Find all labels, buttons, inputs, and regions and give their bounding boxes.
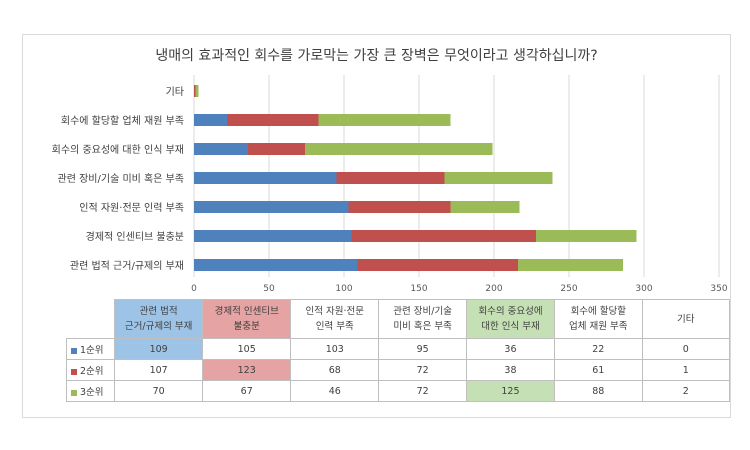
table-cell: 61 xyxy=(554,359,643,381)
table-header: 기타 xyxy=(641,299,731,339)
table-cell: 103 xyxy=(290,338,380,360)
table-cell: 68 xyxy=(290,359,380,381)
table-cell: 72 xyxy=(378,359,467,381)
chart-title: 냉매의 효과적인 회수를 가로막는 가장 큰 장벽은 무엇이라고 생각하십니까? xyxy=(155,48,598,64)
x-tick-label: 200 xyxy=(485,284,502,294)
table-cell: 36 xyxy=(465,338,556,360)
bar-segment xyxy=(227,114,319,126)
row-label: 1순위 xyxy=(65,338,116,360)
x-tick-label: 50 xyxy=(263,284,275,294)
legend-swatch-icon xyxy=(71,389,77,396)
bar-segment xyxy=(444,172,553,184)
table-cell: 22 xyxy=(554,338,643,360)
bar-segment xyxy=(336,172,445,184)
bar-segment xyxy=(357,259,518,271)
table-cell: 38 xyxy=(465,359,556,381)
legend-swatch-icon xyxy=(71,347,77,354)
x-tick-label: 0 xyxy=(191,284,197,294)
table-cell: 105 xyxy=(202,338,292,360)
category-label: 관련 장비/기술 미비 혹은 부족 xyxy=(58,172,184,185)
x-tick-label: 300 xyxy=(635,284,652,294)
row-label: 2순위 xyxy=(65,359,116,381)
bar-segment xyxy=(318,114,451,126)
table-cell: 109 xyxy=(114,338,204,360)
table-cell: 123 xyxy=(202,359,292,381)
bar-segment xyxy=(194,143,248,155)
table-corner xyxy=(67,300,115,339)
table-cell: 95 xyxy=(378,338,467,360)
category-label: 기타 xyxy=(166,86,184,98)
bar-segment xyxy=(351,230,536,242)
bar-segment xyxy=(518,259,623,271)
x-tick-label: 100 xyxy=(335,284,352,294)
table-header: 인적 자원·전문 인력 부족 xyxy=(290,299,380,339)
category-label: 인적 자원·전문 인력 부족 xyxy=(79,202,184,214)
table-header: 관련 장비/기술 미비 혹은 부족 xyxy=(378,299,467,339)
table-cell: 88 xyxy=(554,380,643,402)
table-cell: 67 xyxy=(202,380,292,402)
table-cell: 46 xyxy=(290,380,380,402)
legend-swatch-icon xyxy=(71,368,77,375)
table-cell: 1 xyxy=(641,359,731,381)
table-cell: 2 xyxy=(641,380,731,402)
bar-segment xyxy=(194,85,196,97)
bar-segment xyxy=(450,201,520,213)
table-cell: 0 xyxy=(641,338,731,360)
data-table: 관련 법적 근거/규제의 부재 경제적 인센티브 불충분 인적 자원·전문 인력 부족 관련… xyxy=(65,299,731,402)
table-row: 3순위 70 67 46 72 125 88 2 xyxy=(65,380,731,402)
bar-segment xyxy=(194,259,358,271)
table-cell: 70 xyxy=(114,380,204,402)
bar-segment xyxy=(194,201,349,213)
bar-segment xyxy=(305,143,493,155)
chart-frame: 냉매의 효과적인 회수를 가로막는 가장 큰 장벽은 무엇이라고 생각하십니까?… xyxy=(22,34,731,418)
table-cell: 107 xyxy=(114,359,204,381)
table-cell: 72 xyxy=(378,380,467,402)
category-label: 회수에 할당할 업체 재원 부족 xyxy=(61,114,184,127)
table-cell: 125 xyxy=(465,380,556,402)
table-header: 관련 법적 근거/규제의 부재 xyxy=(114,299,204,339)
table-row: 2순위 107 123 68 72 38 61 1 xyxy=(65,359,731,381)
category-label: 회수의 중요성에 대한 인식 부재 xyxy=(52,144,184,156)
bar-segment xyxy=(348,201,451,213)
bar-segment xyxy=(194,114,227,126)
bar-segment xyxy=(248,143,305,155)
category-label: 관련 법적 근거/규제의 부재 xyxy=(70,260,184,272)
x-tick-label: 150 xyxy=(410,284,427,294)
row-label: 3순위 xyxy=(65,380,116,402)
category-label: 경제적 인센티브 불충분 xyxy=(86,230,184,243)
bar-segment xyxy=(536,230,637,242)
bar-segment xyxy=(194,230,352,242)
x-tick-label: 350 xyxy=(710,284,727,294)
bar-segment xyxy=(195,85,199,97)
table-header: 경제적 인센티브 불충분 xyxy=(202,299,292,339)
table-header: 회수에 할당할 업체 재원 부족 xyxy=(554,299,643,339)
table-row: 1순위 109 105 103 95 36 22 0 xyxy=(65,338,731,360)
table-header: 회수의 중요성에 대한 인식 부재 xyxy=(465,299,556,339)
x-tick-label: 250 xyxy=(560,284,577,294)
bar-segment xyxy=(194,172,337,184)
